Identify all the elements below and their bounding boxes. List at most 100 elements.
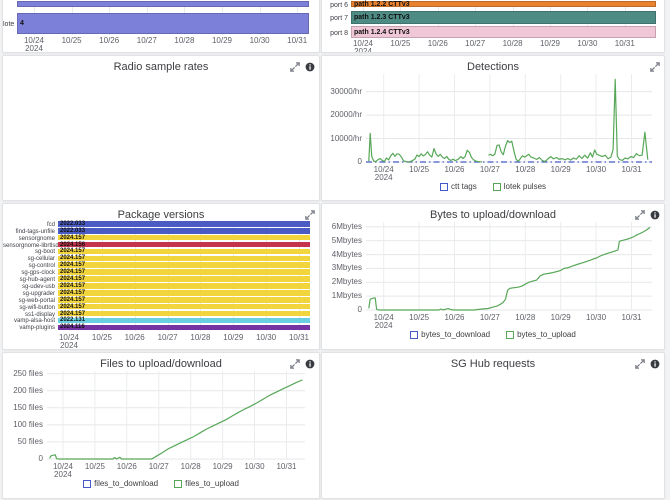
package-version-bar: 2024.157 <box>58 255 310 261</box>
panel-package-versions: Package versions fcd 2022.033 find-tags-un… <box>2 203 320 350</box>
timeline-row-label: port 7 <box>330 15 348 22</box>
timeline-bar-value: 4 <box>20 20 24 27</box>
info-icon[interactable] <box>305 62 315 72</box>
package-version-bar: 2024.157 <box>58 304 310 310</box>
legend-swatch <box>506 330 515 339</box>
package-row-label: find-tags-unfile <box>15 228 55 235</box>
x-tick-label: 10/26 <box>116 462 137 471</box>
x-tick-label: 10/25 <box>390 39 411 48</box>
x-tick-label: 10/29 <box>550 165 571 174</box>
panel-detections: Detections 0 10000/hr 20000/hr 30000/hr 10/2… <box>321 55 665 201</box>
package-version-bar: 2024.157 <box>58 269 310 275</box>
package-version-value: 2024.157 <box>60 303 86 310</box>
package-row-label: fcd <box>46 221 55 228</box>
package-row-label: sensorgnome-librtlsdr <box>3 242 61 249</box>
legend-label: files_to_upload <box>185 479 239 488</box>
x-tick-label: 10/24 <box>352 39 374 48</box>
legend-item[interactable]: ctt tags <box>439 182 477 191</box>
legend-item[interactable]: bytes_to_upload <box>506 330 576 339</box>
x-tick-label: 10/27 <box>157 333 178 343</box>
package-row-label: sg-wifi-button <box>19 304 55 311</box>
panel-title[interactable]: Detections <box>467 61 519 73</box>
legend-item[interactable]: files_to_upload <box>174 479 239 488</box>
panel-header-icons <box>635 359 660 369</box>
package-row-label: sg-control <box>28 263 55 270</box>
timeline-row-label: port 6 <box>330 1 348 9</box>
x-tick-label: 10/30 <box>586 313 607 322</box>
series-line-lotek-pulses <box>368 132 483 163</box>
x-tick-label: 10/29 <box>223 333 244 343</box>
package-version-value: 2022.131 <box>60 317 86 324</box>
expand-icon[interactable] <box>290 62 300 72</box>
timeline-row-label: port 8 <box>330 29 348 37</box>
info-icon[interactable] <box>650 210 660 220</box>
x-tick-label: 10/27 <box>148 462 169 471</box>
x-axis-year-label: 2024 <box>54 470 72 479</box>
panel-title[interactable]: SG Hub requests <box>450 358 536 370</box>
package-version-bar: 2022.033 <box>58 228 310 234</box>
x-tick-label: 10/27 <box>479 313 500 322</box>
package-version-value: 2024.157 <box>60 262 86 269</box>
series-line-files-to-upload <box>49 379 303 460</box>
package-row-label: sg-udev-usb <box>21 283 55 290</box>
y-tick-label: 100 files <box>13 419 43 429</box>
y-tick-label: 2Mbytes <box>331 277 362 287</box>
x-tick-label: 10/26 <box>99 36 120 45</box>
y-tick-label: 150 files <box>13 402 43 412</box>
expand-icon[interactable] <box>305 210 315 220</box>
info-icon[interactable] <box>305 359 315 369</box>
legend-swatch <box>83 479 92 488</box>
y-tick-label: 0 <box>357 157 362 166</box>
package-version-value: 2024.157 <box>60 310 86 317</box>
package-version-value: 2024.157 <box>60 276 86 283</box>
x-tick-label: 10/31 <box>614 39 635 48</box>
panel-title[interactable]: Files to upload/download <box>100 358 222 370</box>
panel-radio-sample-rates: Radio sample rates <box>2 55 320 201</box>
x-tick-label: 10/28 <box>174 36 195 45</box>
x-tick-label: 10/29 <box>212 462 233 471</box>
x-tick-label: 10/24 <box>23 36 45 45</box>
panel-title[interactable]: Package versions <box>117 209 205 221</box>
package-version-value: 2022.033 <box>60 220 86 227</box>
x-tick-label: 10/30 <box>586 165 607 174</box>
package-version-bar: 2024.157 <box>58 262 310 268</box>
package-row-label: sg-gps-clock <box>21 270 55 277</box>
panel-header-icons <box>305 210 315 220</box>
package-version-bar: 2024.157 <box>58 290 310 296</box>
x-tick-label: 10/25 <box>61 36 82 45</box>
legend-item[interactable]: lotek pulses <box>492 182 547 191</box>
x-axis-year-label: 2024 <box>354 47 372 53</box>
timeline-bar <box>17 1 309 7</box>
panel-title[interactable]: Radio sample rates <box>113 61 209 73</box>
x-tick-label: 10/31 <box>288 333 310 343</box>
info-icon[interactable] <box>650 359 660 369</box>
panel-header-icons <box>650 62 660 72</box>
package-version-bar: 2024.157 <box>58 283 310 289</box>
x-tick-label: 10/25 <box>409 165 430 174</box>
x-tick-label: 10/26 <box>427 39 448 48</box>
expand-icon[interactable] <box>290 359 300 369</box>
x-tick-label: 10/30 <box>577 39 598 48</box>
expand-icon[interactable] <box>635 210 645 220</box>
x-tick-label: 10/25 <box>84 462 105 471</box>
legend-item[interactable]: bytes_to_download <box>410 330 490 339</box>
panel-title[interactable]: Bytes to upload/download <box>430 209 556 221</box>
expand-icon[interactable] <box>635 359 645 369</box>
x-tick-label: 10/24 <box>373 313 394 322</box>
legend-label: lotek pulses <box>503 182 547 191</box>
series-line-lotek-pulses <box>488 78 649 163</box>
y-tick-label: 200 files <box>13 385 43 395</box>
y-tick-label: 4Mbytes <box>331 249 362 259</box>
y-tick-label: 6Mbytes <box>331 221 362 231</box>
legend-label: bytes_to_upload <box>517 330 576 339</box>
legend-label: bytes_to_download <box>421 330 491 339</box>
x-tick-label: 10/31 <box>287 36 308 45</box>
x-tick-label: 10/27 <box>479 165 500 174</box>
panel-ports-timeline: 10/24 2024 10/25 10/26 10/27 10/28 10/29 10/30 1… <box>321 0 665 53</box>
panel-bytes-upload-download: Bytes to upload/download 0 1Mbytes 2Mbytes… <box>321 203 665 350</box>
expand-icon[interactable] <box>650 62 660 72</box>
legend-item[interactable]: files_to_download <box>83 479 158 488</box>
chart-legend: files_to_download files_to_upload <box>3 479 319 488</box>
timeline-bar-value: path 1.2.4 CTTv3 <box>354 28 410 36</box>
package-version-bar: 2024.157 <box>58 248 310 254</box>
